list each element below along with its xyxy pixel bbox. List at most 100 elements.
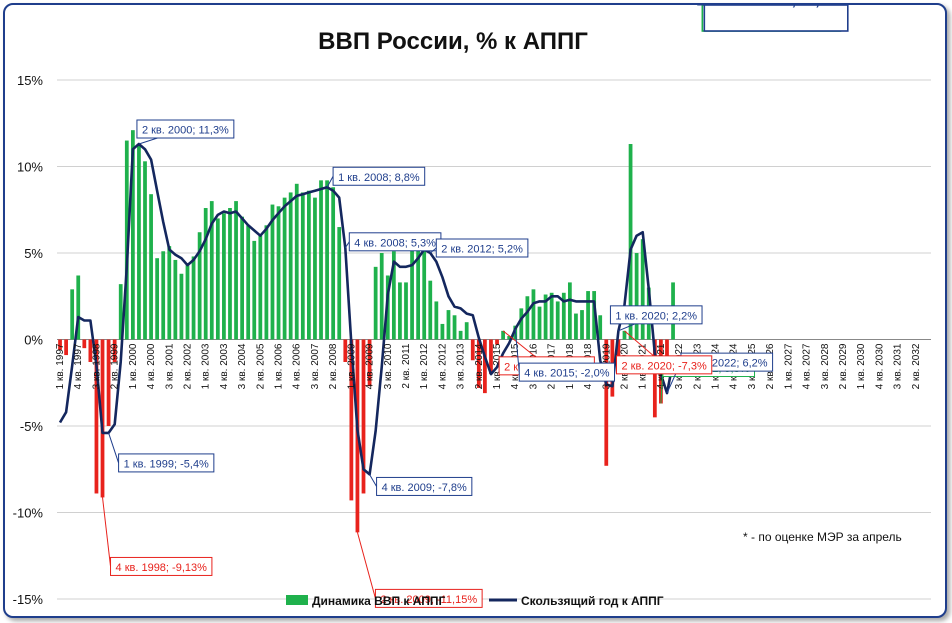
- gdp-bar: [70, 289, 75, 340]
- y-tick-label: 15%: [17, 73, 43, 88]
- y-axis-ticks: 15% 10% 5% 0% -5% -10% -15%: [13, 73, 44, 607]
- gdp-bar: [470, 339, 475, 361]
- legend: Динамика ВВП к АППГ Скользящий год к АПП…: [286, 594, 664, 608]
- annotation-box: [376, 476, 473, 496]
- gdp-bar: [416, 247, 421, 340]
- gdp-bar: [525, 296, 530, 340]
- gdp-bar: [258, 235, 263, 340]
- gdp-bar: [628, 144, 633, 340]
- annotation-box: [435, 238, 529, 258]
- gdp-bar: [561, 292, 566, 340]
- gdp-bar: [155, 258, 160, 340]
- gdp-bar: [537, 306, 542, 340]
- annotation-box: [609, 305, 703, 325]
- x-tick-label: 2 кв. 2014: [474, 343, 485, 389]
- x-tick-label: 4 кв. 2009: [365, 343, 376, 389]
- annotation-label: 2 кв. 2020; -7,3%: [621, 360, 706, 372]
- x-tick-label: 2 кв. 1999: [110, 343, 121, 389]
- x-tick-label: 1 кв. 2027: [783, 343, 794, 389]
- gdp-bar: [112, 339, 117, 362]
- annotation-label: 4 кв. 1998; -9,13%: [116, 562, 208, 574]
- footnote: * - по оценке МЭР за апрель: [743, 530, 902, 544]
- gdp-bar: [428, 280, 433, 340]
- x-tick-label: 4 кв. 2003: [219, 343, 230, 389]
- annotation-label: 4 кв. 2008; 5,3%: [354, 237, 436, 249]
- gdp-bar: [422, 237, 427, 340]
- gdp-bar: [143, 161, 147, 340]
- annotation-box: [110, 556, 213, 576]
- x-tick-label: 2 кв. 2032: [911, 343, 922, 389]
- gdp-bar: [64, 339, 68, 356]
- gdp-bar: [489, 339, 493, 375]
- gdp-bar: [622, 330, 627, 340]
- annotation-box: [332, 166, 426, 186]
- gdp-bar: [652, 339, 657, 418]
- legend-swatch-bars: [286, 595, 308, 605]
- gdp-bar: [222, 213, 226, 340]
- gdp-bar: [288, 192, 293, 340]
- x-tick-label: 2 кв. 2029: [838, 343, 849, 389]
- x-tick-label: 2 кв. 2011: [401, 343, 412, 389]
- x-tick-label: 3 кв. 2001: [164, 343, 175, 389]
- gdp-bar: [586, 291, 590, 340]
- y-tick-label: -10%: [13, 506, 44, 521]
- x-tick-label: 4 кв. 2030: [874, 343, 885, 389]
- legend-label-line: Скользящий год к АППГ: [521, 594, 664, 608]
- x-tick-label: 2 кв. 2005: [255, 343, 266, 389]
- gdp-bar: [240, 216, 244, 340]
- annotation-label: 2 кв. 2012; 5,2%: [441, 244, 523, 256]
- annotation-label: 4 кв. 2015; -2,0%: [524, 368, 609, 380]
- gdp-bar: [549, 292, 554, 340]
- y-tick-label: 0%: [24, 333, 43, 348]
- gdp-bar: [276, 206, 281, 340]
- x-tick-label: 3 кв. 2007: [310, 343, 321, 389]
- gdp-bar: [604, 339, 609, 466]
- gdp-bar: [58, 339, 62, 350]
- gdp-bar: [191, 256, 196, 340]
- gdp-bar: [379, 253, 384, 340]
- x-tick-label: 4 кв. 2006: [292, 343, 303, 389]
- annotation-label: 1 кв. 1999; -5,4%: [124, 458, 209, 470]
- x-tick-label: 1 кв. 2003: [201, 343, 212, 389]
- gdp-bar: [270, 204, 275, 340]
- gdp-bar: [307, 190, 311, 340]
- gdp-bar: [519, 308, 524, 340]
- gdp-bar: [391, 251, 396, 340]
- y-tick-label: 5%: [24, 246, 43, 261]
- annotation-label: 2 кв. 2000; 11,3%: [142, 125, 229, 137]
- gdp-bar: [373, 266, 378, 340]
- gdp-chart: 15% 10% 5% 0% -5% -10% -15% 1 кв. 1997 4 кв. 19…: [13, 5, 931, 608]
- gdp-bar: [337, 227, 342, 340]
- gdp-bar: [634, 253, 639, 340]
- annotation-label: 2 кв. 2023*; -1,3%: [709, 5, 842, 9]
- annotation-box: [374, 588, 483, 608]
- annotation-connector: [344, 241, 350, 249]
- gdp-bar: [209, 201, 214, 340]
- gdp-bar: [367, 339, 372, 387]
- gdp-bar: [343, 339, 348, 362]
- x-tick-label: 1 кв. 2006: [274, 343, 285, 389]
- gdp-bar: [197, 232, 202, 340]
- gdp-bar: [252, 240, 257, 340]
- x-tick-label: 4 кв. 2012: [437, 343, 448, 389]
- gdp-bar: [319, 180, 323, 340]
- annotation-box: [703, 5, 849, 32]
- gdp-bar: [458, 330, 463, 340]
- x-tick-label: 4 кв. 2027: [802, 343, 813, 389]
- gdp-bar: [173, 259, 178, 340]
- gdp-bar: [580, 310, 584, 340]
- gdp-bar: [440, 323, 445, 340]
- chart-frame: 15% 10% 5% 0% -5% -10% -15% 1 кв. 1997 4 кв. 19…: [3, 3, 947, 618]
- x-tick-label: 1 кв. 2030: [856, 343, 867, 389]
- x-tick-label: 3 кв. 2031: [893, 343, 904, 389]
- gdp-bar: [452, 315, 457, 340]
- annotation-label: 2 кв. 2009; -11,15%: [380, 594, 477, 606]
- chart-title: ВВП России, % к АППГ: [318, 28, 588, 55]
- annotation-label: 4 кв. 2009; -7,8%: [382, 482, 467, 494]
- annotation-box: [118, 453, 215, 473]
- gdp-bar: [300, 192, 305, 340]
- rolling-year-line: [58, 142, 675, 476]
- gdp-bar: [531, 289, 536, 340]
- x-tick-label: 4 кв. 1997: [73, 343, 84, 389]
- gdp-bar: [434, 301, 439, 340]
